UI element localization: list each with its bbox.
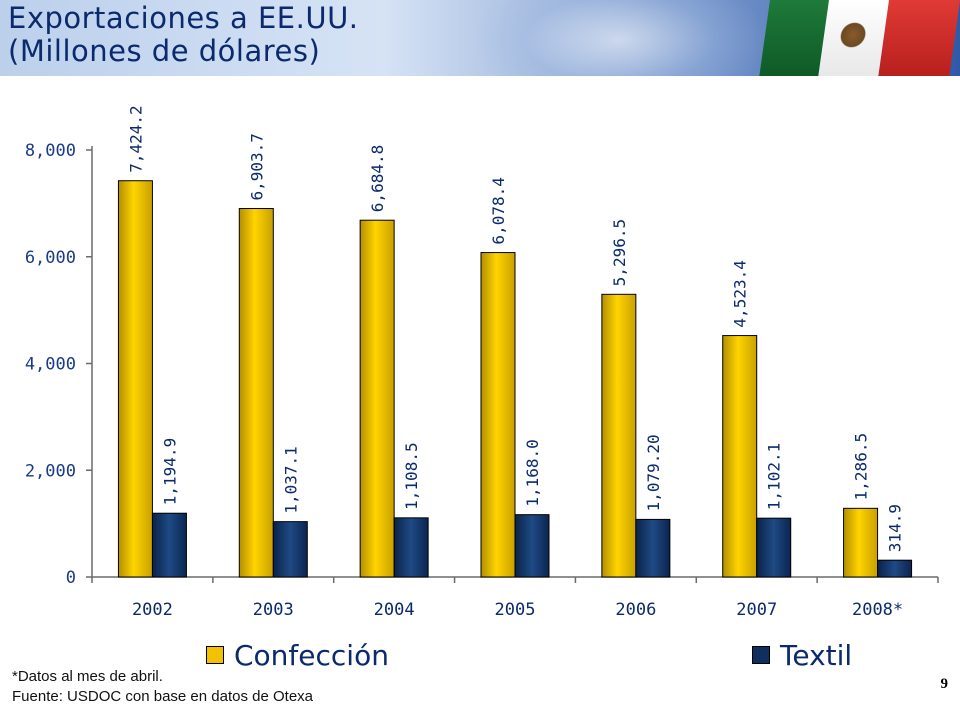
bar-textil [151, 512, 187, 578]
bar-textil [635, 518, 671, 578]
data-label-confeccion: 5,296.5 [610, 219, 629, 286]
bar-textil [514, 514, 550, 578]
x-category-label: 2005 [495, 600, 536, 620]
data-label-textil: 1,102.1 [765, 443, 784, 510]
x-category-label: 2002 [132, 600, 173, 620]
data-label-confeccion: 6,684.8 [368, 145, 387, 212]
bar-textil [272, 521, 308, 578]
bar-confeccion [238, 208, 274, 578]
bar-confeccion [480, 252, 516, 578]
bar-confeccion [601, 293, 637, 578]
eagle-emblem-watermark [470, 0, 770, 76]
header-banner: Exportaciones a EE.UU. (Millones de dóla… [0, 0, 960, 76]
data-label-confeccion: 7,424.2 [126, 105, 145, 172]
data-label-confeccion: 1,286.5 [852, 433, 871, 500]
data-label-textil: 1,168.0 [523, 439, 542, 506]
y-tick-label: 6,000 [25, 248, 76, 268]
source-note: Fuente: USDOC con base en datos de Otexa [12, 688, 314, 705]
legend-item-textil: Textil [752, 638, 852, 672]
legend-swatch-textil [752, 646, 770, 664]
y-tick-label: 2,000 [25, 461, 76, 481]
x-category-label: 2003 [253, 600, 294, 620]
x-category-label: 2007 [736, 600, 777, 620]
x-category-label: 2004 [374, 600, 415, 620]
x-category-label: 2006 [615, 600, 656, 620]
legend-item-confeccion: Confección [206, 638, 389, 672]
legend-label-textil: Textil [780, 638, 853, 672]
y-tick-label: 4,000 [25, 355, 76, 375]
mexico-flag-image [759, 0, 960, 76]
bar-textil [393, 517, 429, 578]
bar-confeccion [117, 180, 153, 578]
footnote: *Datos al mes de abril. [12, 668, 163, 685]
legend-label-confeccion: Confección [234, 638, 389, 672]
bar-textil [756, 517, 792, 578]
bar-confeccion [722, 335, 758, 578]
bar-confeccion [843, 507, 879, 578]
x-category-label: 2008* [852, 600, 903, 620]
bar-textil [877, 559, 913, 578]
legend-swatch-confeccion [206, 646, 224, 664]
coat-of-arms-icon [836, 20, 871, 50]
data-label-textil: 1,194.9 [160, 438, 179, 505]
data-label-textil: 1,108.5 [402, 442, 421, 509]
page-number: 9 [940, 676, 949, 692]
data-label-confeccion: 6,903.7 [247, 133, 266, 200]
bar-confeccion [359, 219, 395, 578]
y-tick-label: 8,000 [25, 141, 76, 161]
y-tick-label: 0 [66, 568, 76, 588]
bar-chart: 0 2,000 4,000 6,000 8,000 7,424.2 1,194.9 2002 6… [25, 105, 939, 620]
data-label-textil: 1,037.1 [281, 446, 300, 513]
page-title: Exportaciones a EE.UU. (Millones de dóla… [8, 1, 359, 68]
data-label-textil: 1,079.20 [644, 434, 663, 511]
data-label-textil: 314.9 [886, 504, 905, 552]
data-label-confeccion: 6,078.4 [489, 177, 508, 244]
data-label-confeccion: 4,523.4 [731, 260, 750, 327]
